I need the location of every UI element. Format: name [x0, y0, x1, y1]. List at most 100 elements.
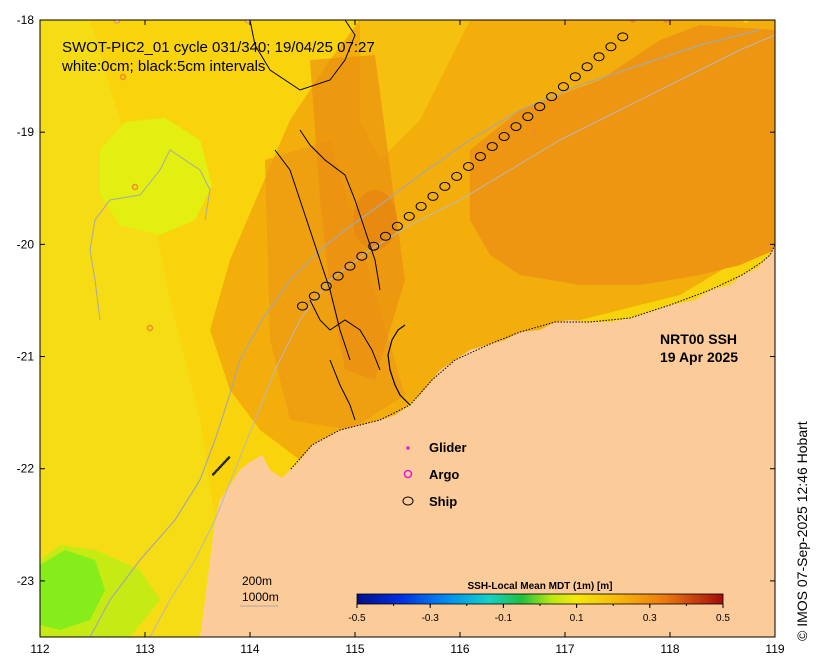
argo-float — [119, 73, 127, 81]
legend-glider: Glider — [429, 440, 467, 455]
ocean-green-patch — [40, 550, 105, 630]
ship-position — [498, 132, 510, 142]
y-tick-label: -18 — [17, 13, 35, 27]
ocean-orange-light-zone — [360, 20, 470, 160]
y-tick-label: -21 — [17, 350, 35, 364]
colorbar-gradient — [356, 593, 724, 605]
argo-float — [131, 183, 139, 191]
x-tick-label: 118 — [660, 642, 679, 656]
x-tick-label: 119 — [765, 642, 784, 656]
contour-swath-4 — [329, 359, 356, 421]
colorbar-tick-label: -0.3 — [422, 613, 440, 624]
x-axis: 112 113 114 115 116 117 118 119 — [30, 20, 785, 656]
y-tick-label: -19 — [17, 125, 35, 139]
coastline-detail — [387, 324, 411, 406]
isobath-label-200m: 200m — [242, 574, 272, 588]
argo-float — [113, 20, 121, 24]
x-tick-label: 115 — [345, 642, 364, 656]
isobath-island — [89, 149, 211, 321]
ship-position — [605, 42, 617, 52]
plot-frame — [39, 19, 776, 638]
credit-text: © IMOS 07-Sep-2025 12:46 Hobart — [794, 421, 810, 641]
colorbar-ticks: -0.5 -0.3 -0.1 0.1 0.3 0.5 — [348, 604, 730, 624]
x-tick-label: 114 — [240, 642, 259, 656]
ship-position — [522, 112, 534, 122]
contour-swath-1 — [299, 129, 381, 291]
ocean-light-zone — [40, 20, 215, 637]
isobath-label-1000m: 1000m — [242, 590, 279, 604]
ship-position — [391, 221, 403, 231]
x-tick-label: 113 — [135, 642, 154, 656]
ship-position — [486, 142, 498, 152]
contour-north — [249, 20, 356, 91]
land-mass — [200, 245, 775, 637]
map-subtitle: white:0cm; black:5cm intervals — [61, 58, 265, 75]
legend-argo: Argo — [429, 467, 459, 482]
ship-track — [297, 32, 629, 311]
y-tick-label: -22 — [17, 462, 35, 476]
x-tick-label: 116 — [450, 642, 469, 656]
swot-eddy — [353, 190, 397, 250]
argo-floats — [113, 20, 749, 332]
argo-float — [244, 20, 252, 24]
ship-position — [415, 201, 427, 211]
argo-float — [630, 20, 636, 23]
ship-position — [332, 271, 344, 281]
ship-position — [463, 161, 475, 171]
marker-legend: Glider Argo Ship — [402, 440, 467, 509]
y-axis: -18 -19 -20 -21 -22 -23 — [17, 13, 775, 588]
glider-position — [227, 456, 231, 459]
ship-position — [380, 231, 392, 241]
argo-float — [663, 20, 669, 23]
argo-float — [743, 20, 749, 23]
glider-legend-icon — [406, 446, 410, 450]
coastline — [289, 244, 775, 471]
ship-position — [368, 241, 380, 251]
ship-position — [427, 191, 439, 201]
ship-position — [581, 62, 593, 72]
colorbar-tick-label: 0.1 — [570, 613, 584, 624]
argo-float — [529, 129, 537, 137]
ship-position — [546, 92, 558, 102]
ship-position — [344, 261, 356, 271]
product-date: 19 Apr 2025 — [660, 349, 738, 365]
ocean-lime-patch — [100, 118, 212, 235]
product-label: NRT00 SSH — [660, 331, 737, 347]
ocean-eddy-zone — [470, 25, 775, 285]
contour-swath-2 — [274, 149, 351, 361]
x-tick-label: 117 — [555, 642, 574, 656]
ship-position — [534, 102, 546, 112]
ship-position — [474, 151, 486, 161]
colorbar-tick-label: 0.5 — [716, 613, 730, 624]
ship-position — [510, 122, 522, 132]
ship-position — [403, 211, 415, 221]
colorbar-tick-label: 0.3 — [643, 613, 657, 624]
legend-ship: Ship — [429, 494, 457, 509]
ship-position — [593, 52, 605, 62]
ship-position — [297, 301, 308, 311]
map-title: SWOT-PIC2_01 cycle 031/340; 19/04/25 07:… — [62, 39, 375, 56]
argo-float — [146, 324, 154, 332]
argo-legend-icon — [403, 469, 413, 479]
colorbar-tick-label: -0.5 — [348, 613, 366, 624]
ship-legend-icon — [402, 496, 414, 506]
ship-position — [557, 82, 569, 92]
colorbar: SSH-Local Mean MDT (1m) [m] -0.5 -0.3 -0.1… — [348, 581, 730, 624]
colorbar-title: SSH-Local Mean MDT (1m) [m] — [467, 581, 612, 592]
x-tick-label: 112 — [30, 642, 49, 656]
glider-track — [211, 456, 231, 476]
ship-position — [569, 72, 581, 82]
contour-swath-3 — [309, 299, 381, 371]
ship-position — [451, 171, 463, 181]
ship-position — [617, 32, 629, 42]
colorbar-tick-label: -0.1 — [495, 613, 513, 624]
y-tick-label: -20 — [17, 237, 35, 251]
ship-position — [439, 181, 451, 191]
ship-position — [356, 251, 368, 261]
isobath-1000m — [149, 34, 775, 637]
ship-position — [308, 291, 320, 301]
ship-position — [320, 281, 332, 291]
map-plot-area — [40, 20, 775, 637]
isobath-200m — [89, 29, 761, 637]
